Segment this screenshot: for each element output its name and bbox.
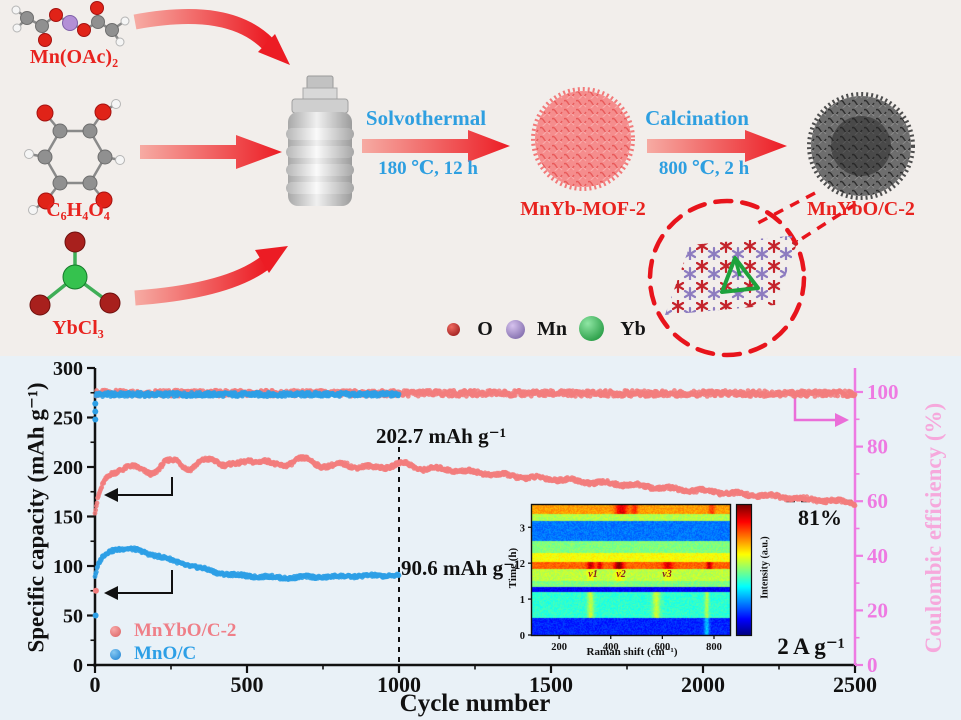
- legend-label-mnybo: MnYbO/C-2: [134, 620, 237, 641]
- legend-dot-blue-icon: [110, 648, 121, 660]
- annotation-pink-capacity: 202.7 mAh g⁻¹: [376, 424, 506, 448]
- svg-text:40: 40: [867, 544, 888, 568]
- svg-text:2500: 2500: [833, 672, 877, 697]
- svg-text:200: 200: [53, 457, 83, 479]
- atom-legend-O: O: [477, 318, 493, 340]
- atom-legend-Mn: Mn: [537, 318, 567, 340]
- svg-text:60: 60: [867, 489, 888, 513]
- label-step1-cond: 180 ℃, 12 h: [378, 158, 478, 179]
- svg-text:1500: 1500: [529, 672, 573, 697]
- inset-peak-label-2: ν2: [616, 569, 626, 580]
- label-product: MnYbO/C-2: [807, 198, 915, 220]
- annotation-retention: 81%: [798, 505, 842, 530]
- autoclave-icon: [286, 75, 354, 206]
- svg-text:3: 3: [520, 523, 525, 534]
- svg-text:150: 150: [53, 507, 83, 529]
- label-intermediate: MnYb-MOF-2: [520, 198, 646, 220]
- svg-text:100: 100: [53, 556, 83, 578]
- svg-text:500: 500: [231, 672, 264, 697]
- chart-background: [0, 356, 961, 720]
- oxygen-sphere-icon: [447, 323, 460, 336]
- crystal-structure: [665, 235, 800, 315]
- inset-peak-label-3: ν3: [662, 569, 672, 580]
- label-step2-name: Calcination: [645, 106, 749, 130]
- svg-text:1: 1: [520, 595, 525, 606]
- right-axis-title: Coulombic efficiency (%): [921, 402, 946, 654]
- svg-text:80: 80: [867, 435, 888, 459]
- left-axis-title: Specific capacity (mAh g⁻¹): [23, 382, 49, 653]
- molecule-c6h4o4: [24, 99, 125, 215]
- inset-peak-label-1: ν1: [588, 569, 598, 580]
- annotation-blue-capacity: 90.6 mAh g⁻¹: [401, 556, 521, 580]
- label-reactant3: YbCl₃: [52, 317, 104, 339]
- svg-text:300: 300: [53, 358, 83, 380]
- label-step1-name: Solvothermal: [365, 106, 487, 130]
- x-axis-title: Cycle number: [399, 690, 551, 717]
- product-sphere-icon: [807, 92, 915, 200]
- legend-dot-pink-icon: [110, 625, 121, 637]
- legend-item-mnybo: MnYbO/C-2: [110, 620, 236, 642]
- arrow-blue-to-left-axis-icon: [104, 570, 173, 600]
- svg-text:100: 100: [867, 380, 899, 404]
- intensity-colorbar: [737, 505, 751, 635]
- manganese-sphere-icon: [506, 320, 525, 339]
- inset-y-axis-title: Time (h): [507, 547, 519, 589]
- label-reactant2: C₆H₄O₄: [46, 199, 110, 221]
- annotation-current-rate: 2 A g⁻¹: [777, 634, 845, 659]
- svg-text:0: 0: [73, 655, 83, 677]
- arrow-reactant1-icon: [133, 9, 290, 65]
- legend-label-mno: MnO/C: [134, 643, 197, 664]
- svg-text:20: 20: [867, 598, 888, 622]
- inset-x-axis-title: Raman shift (cm⁻¹): [586, 646, 678, 658]
- arrow-solvothermal-icon: [362, 130, 510, 162]
- svg-text:1000: 1000: [377, 672, 421, 697]
- svg-text:2000: 2000: [681, 672, 725, 697]
- arrow-pink-to-left-axis-icon: [104, 477, 173, 502]
- atom-legend-Yb: Yb: [620, 318, 646, 340]
- arrow-ce-to-right-axis-icon: [793, 396, 849, 427]
- ytterbium-sphere-icon: [579, 316, 604, 341]
- svg-text:0: 0: [867, 653, 878, 677]
- molecule-mn-oac2: [11, 1, 130, 47]
- synthesis-scheme: [11, 1, 915, 358]
- dashed-zoom-circle: [647, 191, 857, 358]
- legend-item-mno: MnO/C: [110, 643, 196, 665]
- label-step2-cond: 800 ℃, 2 h: [658, 158, 750, 179]
- mof-sphere-icon: [531, 87, 635, 191]
- raman-heatmap-inset: [532, 505, 730, 635]
- svg-text:50: 50: [63, 606, 83, 628]
- svg-text:250: 250: [53, 408, 83, 430]
- inset-colorbar-title: Intensity (a.u.): [759, 536, 771, 599]
- arrow-calcination-icon: [647, 130, 787, 162]
- label-reactant1: Mn(OAc)₂: [29, 46, 119, 68]
- svg-text:0: 0: [520, 631, 525, 642]
- molecule-ybcl3: [29, 231, 121, 316]
- svg-text:0: 0: [90, 672, 101, 697]
- arrow-reactant2-icon: [140, 135, 282, 169]
- arrow-reactant3-icon: [134, 246, 288, 306]
